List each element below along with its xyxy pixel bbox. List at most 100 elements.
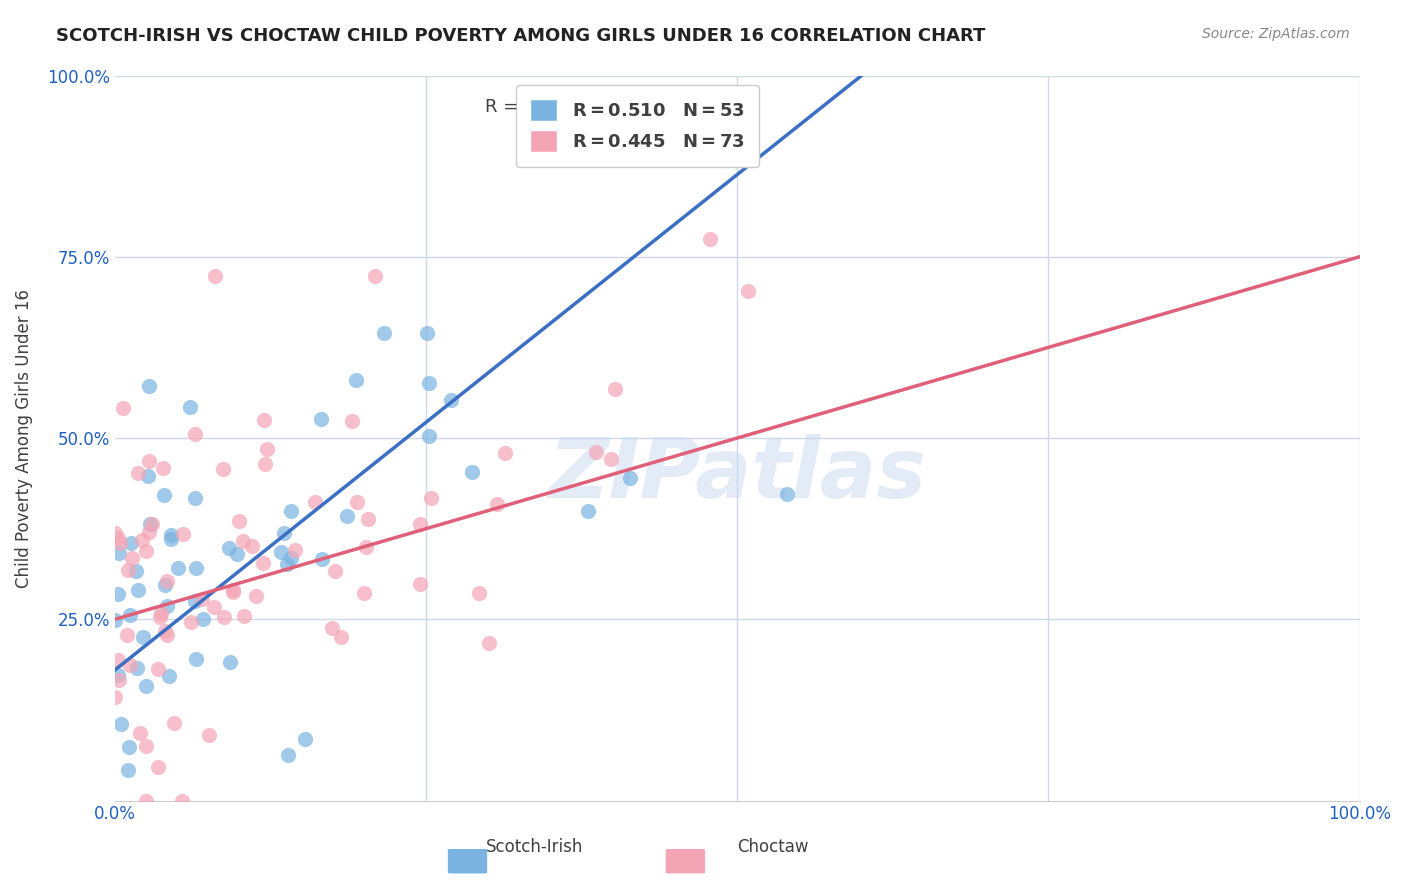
Point (252, 556, 274, 570)
Point (129, 726, 152, 740)
Text: R =: R = (485, 98, 524, 116)
Point (468, 586, 491, 600)
Point (357, 512, 380, 526)
Point (127, 661, 149, 675)
Point (127, 466, 149, 480)
Point (253, 413, 276, 427)
Point (280, 504, 302, 518)
Point (136, 469, 159, 483)
Point (218, 541, 240, 555)
Point (193, 611, 215, 625)
Point (409, 577, 432, 591)
Point (146, 662, 169, 676)
Point (153, 624, 176, 639)
Point (409, 516, 432, 531)
Text: Source: ZipAtlas.com: Source: ZipAtlas.com (1202, 27, 1350, 41)
Point (418, 376, 440, 390)
Point (183, 426, 205, 441)
Point (153, 488, 176, 502)
Point (576, 504, 599, 518)
Point (212, 462, 235, 476)
Point (245, 589, 267, 603)
Point (179, 400, 201, 414)
Point (135, 739, 157, 753)
Point (111, 401, 134, 415)
Point (118, 658, 141, 673)
Point (108, 536, 131, 550)
Point (478, 636, 501, 650)
Point (354, 540, 377, 554)
Point (131, 533, 153, 547)
Point (107, 653, 129, 667)
Point (120, 608, 142, 623)
Point (107, 531, 129, 545)
Point (156, 628, 179, 642)
Point (186, 561, 208, 575)
Point (418, 428, 440, 442)
Point (420, 491, 443, 505)
Point (163, 715, 186, 730)
Text: ZIPatlas: ZIPatlas (548, 434, 927, 515)
Point (148, 610, 170, 624)
Point (280, 550, 302, 565)
Point (198, 728, 221, 742)
Point (156, 574, 179, 588)
Point (273, 525, 295, 540)
Text: Choctaw: Choctaw (738, 838, 808, 856)
Point (190, 592, 212, 607)
Point (585, 445, 607, 459)
Point (204, 268, 226, 283)
Point (219, 655, 242, 669)
Point (160, 533, 183, 547)
Point (124, 564, 146, 578)
Point (121, 551, 143, 566)
Point (138, 524, 160, 539)
Point (149, 607, 172, 621)
Point (138, 454, 160, 468)
Point (118, 740, 141, 755)
Point (184, 594, 207, 608)
Point (232, 533, 254, 548)
Point (228, 514, 250, 528)
Point (135, 679, 157, 693)
Point (110, 717, 132, 731)
Point (222, 583, 245, 598)
Point (184, 652, 207, 666)
Point (619, 471, 641, 485)
Point (107, 668, 129, 682)
Point (135, 543, 157, 558)
Text: Scotch-Irish: Scotch-Irish (485, 838, 583, 856)
Point (180, 615, 202, 629)
Point (440, 393, 463, 408)
Point (152, 461, 174, 475)
Point (104, 690, 127, 705)
Point (323, 564, 346, 578)
Point (170, 794, 193, 808)
Point (148, 760, 170, 774)
Point (104, 525, 127, 540)
Point (120, 536, 142, 550)
Point (605, 383, 627, 397)
Point (321, 621, 343, 635)
Legend: $\mathbf{R = 0.510}$   $\mathbf{N = 53}$, $\mathbf{R = 0.445}$   $\mathbf{N = 73: $\mathbf{R = 0.510}$ $\mathbf{N = 53}$, … (516, 85, 759, 167)
Point (737, 285, 759, 299)
Point (155, 578, 177, 592)
Point (416, 326, 439, 341)
Point (108, 546, 131, 560)
Point (461, 465, 484, 479)
Point (141, 516, 163, 531)
Point (233, 609, 256, 624)
Point (775, 487, 797, 501)
Point (202, 599, 225, 614)
Point (600, 452, 623, 467)
Point (283, 543, 305, 558)
Point (167, 561, 190, 575)
Point (294, 731, 316, 746)
Point (156, 599, 179, 613)
Point (157, 669, 180, 683)
Point (127, 582, 149, 597)
Point (342, 414, 364, 428)
Point (160, 527, 183, 541)
Point (276, 557, 298, 571)
Text: SCOTCH-IRISH VS CHOCTAW CHILD POVERTY AMONG GIRLS UNDER 16 CORRELATION CHART: SCOTCH-IRISH VS CHOCTAW CHILD POVERTY AM… (56, 27, 986, 45)
